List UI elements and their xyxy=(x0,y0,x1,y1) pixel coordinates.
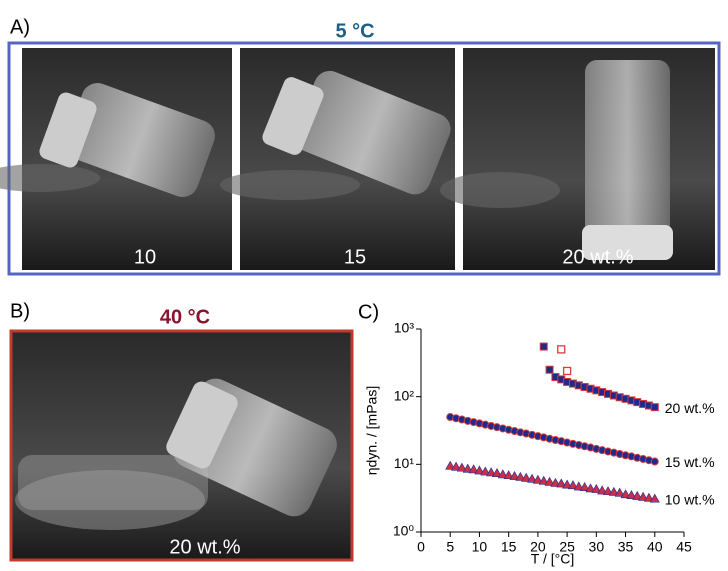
point xyxy=(558,346,565,353)
x-tick-label: 15 xyxy=(501,539,517,555)
panel-label: B) xyxy=(10,300,30,322)
photo-caption: 15 xyxy=(344,246,366,268)
photo-caption: 10 xyxy=(134,246,156,268)
photo xyxy=(220,48,455,270)
point xyxy=(540,343,547,350)
panel-label: C) xyxy=(358,301,379,323)
panel-label: A) xyxy=(10,16,30,38)
series-label: 15 wt.% xyxy=(665,454,715,470)
photo xyxy=(440,48,715,270)
x-tick-label: 35 xyxy=(618,539,634,555)
y-axis-label: ηdyn. / [mPas] xyxy=(364,386,380,475)
series-label: 20 wt.% xyxy=(665,400,715,416)
panel-title: 40 °C xyxy=(160,306,210,328)
x-tick-label: 30 xyxy=(589,539,605,555)
x-tick-label: 5 xyxy=(446,539,454,555)
y-tick-label: 10² xyxy=(394,387,415,403)
x-tick-label: 45 xyxy=(676,539,692,555)
photo xyxy=(12,332,351,559)
series-label: 10 wt.% xyxy=(665,491,715,507)
point xyxy=(651,458,658,465)
panel-title: 5 °C xyxy=(335,20,374,42)
figure: A) 5 °C 10 15 20 wt.% B) 40 °C 20 wt.% C… xyxy=(0,0,728,571)
x-tick-label: 10 xyxy=(472,539,488,555)
photo xyxy=(0,48,232,270)
x-tick-label: 40 xyxy=(647,539,663,555)
y-tick-label: 10¹ xyxy=(394,455,415,471)
point xyxy=(546,366,553,373)
x-axis-label: T / [°C] xyxy=(531,551,574,567)
point xyxy=(564,367,571,374)
photo-caption: 20 wt.% xyxy=(169,536,240,558)
x-tick-label: 0 xyxy=(417,539,425,555)
point xyxy=(651,404,658,411)
photo-caption: 20 wt.% xyxy=(562,246,633,268)
y-tick-label: 10⁰ xyxy=(393,523,415,539)
y-tick-label: 10³ xyxy=(394,320,415,336)
